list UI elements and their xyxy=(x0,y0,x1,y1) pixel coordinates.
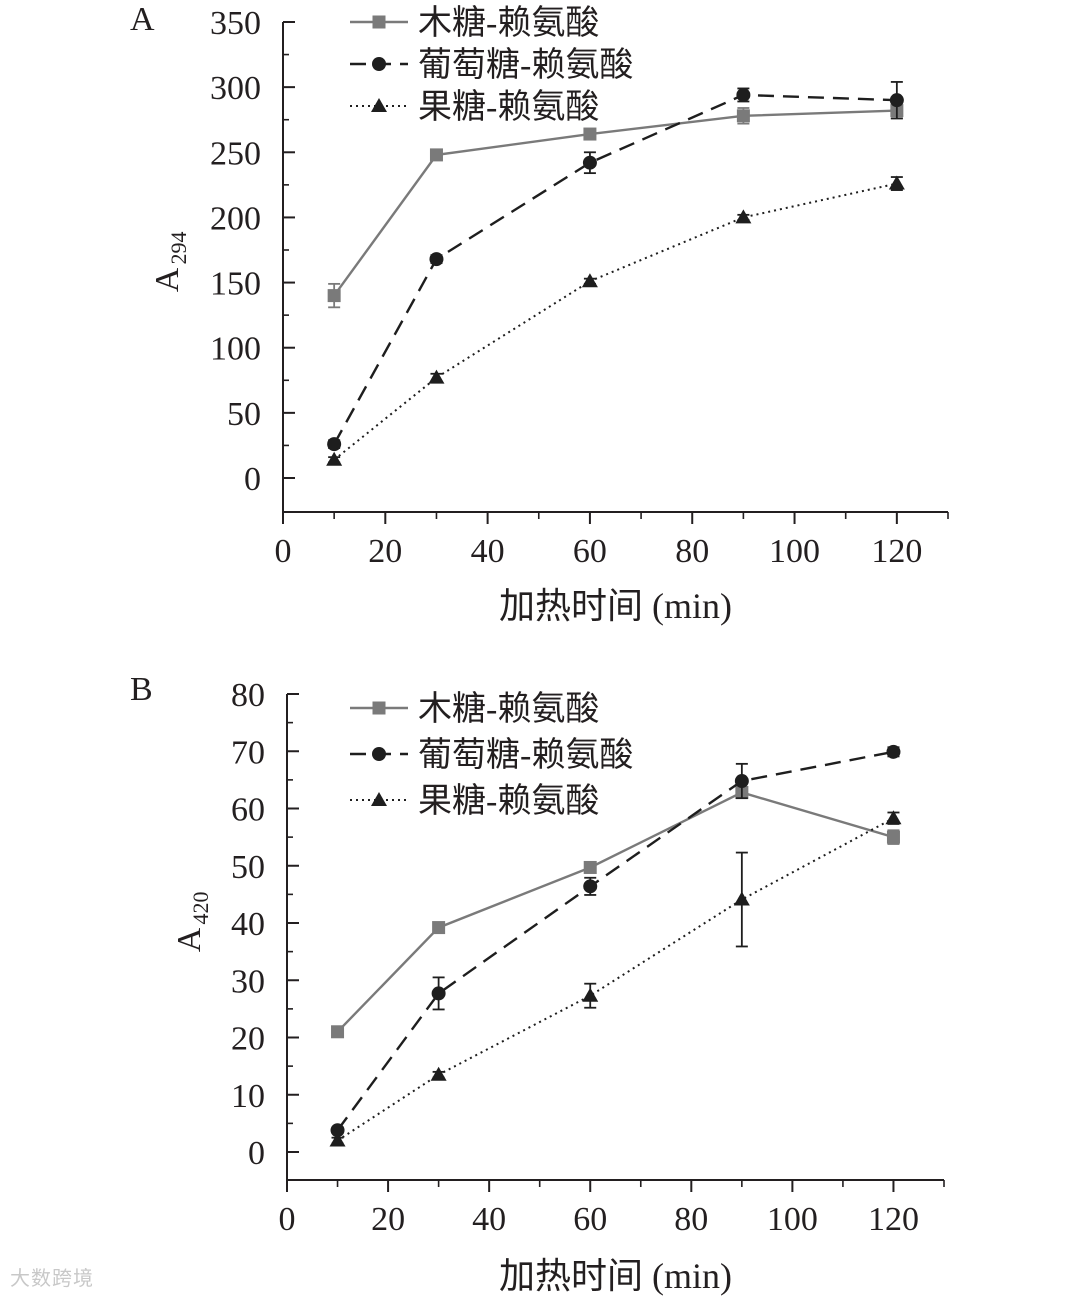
data-point xyxy=(886,744,901,759)
data-point xyxy=(326,451,343,466)
y-tick-label: 70 xyxy=(231,734,265,771)
series-line xyxy=(333,93,897,445)
data-point xyxy=(327,289,341,303)
legend-label: 果糖-赖氨酸 xyxy=(418,88,599,126)
x-axis-label: 加热时间 (min) xyxy=(499,586,732,626)
y-tick-label: 60 xyxy=(231,792,265,829)
data-point xyxy=(583,879,598,894)
y-tick-label: 50 xyxy=(231,849,265,886)
x-tick-label: 20 xyxy=(368,533,402,570)
series-2 xyxy=(327,81,904,452)
series-2 xyxy=(330,744,901,1138)
x-axis-label: 加热时间 (min) xyxy=(499,1256,732,1296)
watermark-text: 大数跨境 xyxy=(10,1266,94,1290)
data-point xyxy=(583,127,597,141)
x-tick-label: 120 xyxy=(871,533,922,570)
x-tick-label: 0 xyxy=(279,1201,296,1238)
y-axis-label-subscript: 294 xyxy=(166,232,191,265)
data-point xyxy=(581,273,598,288)
x-tick-label: 80 xyxy=(675,533,709,570)
y-tick-label: 300 xyxy=(210,70,261,107)
legend-label: 葡萄糖-赖氨酸 xyxy=(418,46,633,84)
data-point xyxy=(583,860,597,874)
legend-marker xyxy=(372,15,386,29)
legend-label: 木糖-赖氨酸 xyxy=(418,4,599,42)
data-point xyxy=(582,987,599,1002)
y-axis-label-base: A xyxy=(171,927,208,952)
x-tick-label: 100 xyxy=(767,1201,818,1238)
series-3 xyxy=(329,810,902,1147)
data-point xyxy=(429,148,443,162)
data-point xyxy=(734,774,749,789)
data-point xyxy=(582,155,597,170)
data-point xyxy=(428,369,445,384)
x-tick-label: 120 xyxy=(868,1201,919,1238)
series-line xyxy=(333,182,898,461)
y-axis-label-base: A xyxy=(149,267,186,292)
x-tick-label: 40 xyxy=(471,533,505,570)
panel-letter: A xyxy=(130,1,155,38)
chart-panel-a: A 0 50 100 150 200 250 300 350 0 20 40 60 80 100 120 加热时… xyxy=(130,1,949,626)
legend-label: 木糖-赖氨酸 xyxy=(418,690,599,728)
legend-marker xyxy=(371,792,387,806)
legend-marker xyxy=(372,57,386,71)
x-tick-label: 60 xyxy=(573,533,607,570)
series-3 xyxy=(326,175,905,466)
y-tick-label: 0 xyxy=(248,1135,265,1172)
data-point xyxy=(331,1025,345,1039)
data-point xyxy=(329,1132,346,1147)
y-tick-label: 100 xyxy=(210,331,261,368)
data-point xyxy=(733,891,750,906)
series-line xyxy=(336,791,894,1033)
x-tick-label: 40 xyxy=(472,1201,506,1238)
y-tick-label: 250 xyxy=(210,135,261,172)
series-line xyxy=(336,817,894,1142)
series-1 xyxy=(331,785,900,1039)
legend-marker xyxy=(372,701,386,715)
data-point xyxy=(429,252,444,267)
data-point xyxy=(736,109,750,123)
chart-panel-b: B 0 10 20 30 40 50 60 70 80 0 20 40 60 80 100 120 加热时间 (m… xyxy=(130,671,945,1296)
x-tick-label: 0 xyxy=(275,533,292,570)
data-point xyxy=(888,175,905,190)
y-tick-label: 200 xyxy=(210,200,261,237)
y-tick-label: 20 xyxy=(231,1021,265,1058)
y-tick-label: 80 xyxy=(231,677,265,714)
panel-letter: B xyxy=(130,671,153,708)
legend-marker xyxy=(372,747,386,761)
data-point xyxy=(735,209,752,224)
series-line xyxy=(333,109,897,297)
y-tick-label: 50 xyxy=(227,396,261,433)
x-tick-label: 80 xyxy=(674,1201,708,1238)
legend-marker xyxy=(371,98,387,112)
data-point xyxy=(432,921,446,935)
y-tick-label: 350 xyxy=(210,5,261,42)
x-tick-label: 20 xyxy=(371,1201,405,1238)
data-point xyxy=(889,93,904,108)
y-tick-label: 150 xyxy=(210,266,261,303)
data-point xyxy=(886,830,900,844)
x-tick-label: 100 xyxy=(769,533,820,570)
y-axis-label-subscript: 420 xyxy=(188,892,213,925)
series-1 xyxy=(327,101,904,309)
data-point xyxy=(327,437,342,452)
data-point xyxy=(430,1066,447,1081)
y-tick-label: 0 xyxy=(244,461,261,498)
data-point xyxy=(885,810,902,825)
data-point xyxy=(330,1123,345,1138)
legend-label: 葡萄糖-赖氨酸 xyxy=(418,736,633,774)
y-tick-label: 40 xyxy=(231,906,265,943)
legend-label: 果糖-赖氨酸 xyxy=(418,782,599,820)
x-tick-label: 60 xyxy=(573,1201,607,1238)
y-tick-label: 10 xyxy=(231,1078,265,1115)
data-point xyxy=(736,87,751,102)
data-point xyxy=(431,986,446,1001)
y-tick-label: 30 xyxy=(231,963,265,1000)
